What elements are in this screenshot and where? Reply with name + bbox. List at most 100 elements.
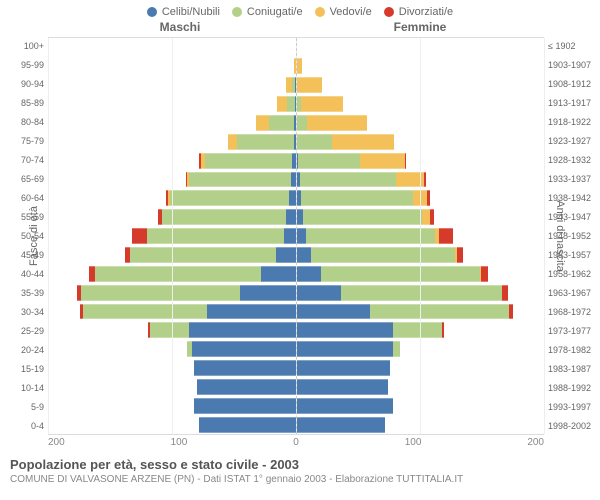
gridline xyxy=(172,38,173,434)
bar-seg xyxy=(422,209,429,225)
year-tick: 1913-1917 xyxy=(548,94,600,112)
bar-seg xyxy=(194,360,296,376)
bar-seg xyxy=(442,322,443,338)
legend-label: Vedovi/e xyxy=(330,6,372,18)
bar-seg xyxy=(95,266,261,282)
bar-seg xyxy=(311,247,455,263)
bar-seg xyxy=(261,266,296,282)
y-axis-year: ≤ 19021903-19071908-19121913-19171918-19… xyxy=(544,37,600,435)
bar-seg xyxy=(170,190,289,206)
bar-seg xyxy=(296,304,370,320)
age-tick: 85-89 xyxy=(0,94,44,112)
bar-seg xyxy=(284,228,296,244)
age-tick: 100+ xyxy=(0,37,44,55)
bar-seg xyxy=(296,322,393,338)
bar-seg xyxy=(296,266,321,282)
bar-seg xyxy=(297,115,307,131)
bar-seg xyxy=(303,209,422,225)
bar-seg xyxy=(393,322,443,338)
bar-seg xyxy=(277,96,287,112)
age-tick: 0-4 xyxy=(0,417,44,435)
age-tick: 35-39 xyxy=(0,284,44,302)
year-tick: 1978-1982 xyxy=(548,341,600,359)
year-tick: 1993-1997 xyxy=(548,398,600,416)
bar-seg xyxy=(296,247,311,263)
legend-label: Divorziati/e xyxy=(399,6,453,18)
year-tick: 1908-1912 xyxy=(548,75,600,93)
bar-seg xyxy=(332,134,394,150)
bar-seg xyxy=(427,190,429,206)
x-tick: 100 xyxy=(171,437,188,448)
gridline xyxy=(48,38,49,434)
bar-seg xyxy=(405,153,406,169)
legend-item: Celibi/Nubili xyxy=(147,6,220,18)
legend-dot-icon xyxy=(315,7,325,17)
year-tick: 1968-1972 xyxy=(548,303,600,321)
legend: Celibi/Nubili Coniugati/e Vedovi/e Divorzia… xyxy=(0,0,600,20)
year-tick: ≤ 1902 xyxy=(548,37,600,55)
bar-seg xyxy=(240,285,296,301)
bar-seg xyxy=(228,134,237,150)
year-tick: 1903-1907 xyxy=(548,56,600,74)
year-tick: 1923-1927 xyxy=(548,132,600,150)
bar-seg xyxy=(189,322,296,338)
gridline xyxy=(544,38,545,434)
bar-seg xyxy=(502,285,508,301)
y-title-right: Anni di nascita xyxy=(554,200,566,272)
bar-seg xyxy=(321,266,480,282)
bar-seg xyxy=(370,304,509,320)
bar-seg xyxy=(360,153,405,169)
bar-seg xyxy=(296,285,341,301)
age-tick: 80-84 xyxy=(0,113,44,131)
legend-label: Coniugati/e xyxy=(247,6,303,18)
chart-container: Celibi/Nubili Coniugati/e Vedovi/e Divorzia… xyxy=(0,0,600,500)
bar-seg xyxy=(197,379,296,395)
bar-seg xyxy=(83,304,207,320)
y-axis-age: 100+95-9990-9485-8980-8475-7970-7465-696… xyxy=(0,37,48,435)
caption-sub: COMUNE DI VALVASONE ARZENE (PN) - Dati I… xyxy=(10,474,590,485)
bar-seg xyxy=(298,153,360,169)
year-tick: 1928-1932 xyxy=(548,151,600,169)
legend-item: Divorziati/e xyxy=(384,6,453,18)
gender-labels: Maschi Femmine xyxy=(0,20,600,37)
bar-seg xyxy=(296,379,388,395)
bar-seg xyxy=(81,285,240,301)
age-tick: 25-29 xyxy=(0,322,44,340)
bar-seg xyxy=(481,266,488,282)
bar-seg xyxy=(301,96,343,112)
bar-seg xyxy=(289,190,296,206)
age-tick: 20-24 xyxy=(0,341,44,359)
bar-seg xyxy=(393,341,400,357)
bar-seg xyxy=(147,228,283,244)
age-tick: 75-79 xyxy=(0,132,44,150)
age-tick: 40-44 xyxy=(0,265,44,283)
bar-seg xyxy=(341,285,502,301)
bar-seg xyxy=(287,96,294,112)
age-tick: 60-64 xyxy=(0,189,44,207)
male-label: Maschi xyxy=(60,20,300,34)
bar-seg xyxy=(150,322,190,338)
bar-seg xyxy=(286,209,296,225)
plot-area xyxy=(48,37,544,435)
x-tick: 100 xyxy=(405,437,422,448)
bar-seg xyxy=(296,417,385,433)
bar-seg xyxy=(296,360,390,376)
bar-seg xyxy=(132,228,147,244)
legend-item: Coniugati/e xyxy=(232,6,303,18)
legend-item: Vedovi/e xyxy=(315,6,372,18)
bar-seg xyxy=(457,247,463,263)
bar-seg xyxy=(306,228,435,244)
bar-seg xyxy=(269,115,294,131)
age-tick: 95-99 xyxy=(0,56,44,74)
year-tick: 1933-1937 xyxy=(548,170,600,188)
age-tick: 5-9 xyxy=(0,398,44,416)
age-tick: 70-74 xyxy=(0,151,44,169)
y-title-left: Fasce di età xyxy=(28,206,40,266)
bar-seg xyxy=(296,398,393,414)
bar-seg xyxy=(189,172,291,188)
chart-body: Fasce di età Anni di nascita 100+95-9990… xyxy=(0,37,600,435)
bar-seg xyxy=(296,209,303,225)
bar-seg xyxy=(162,209,286,225)
bar-seg xyxy=(256,115,268,131)
bar-seg xyxy=(276,247,296,263)
